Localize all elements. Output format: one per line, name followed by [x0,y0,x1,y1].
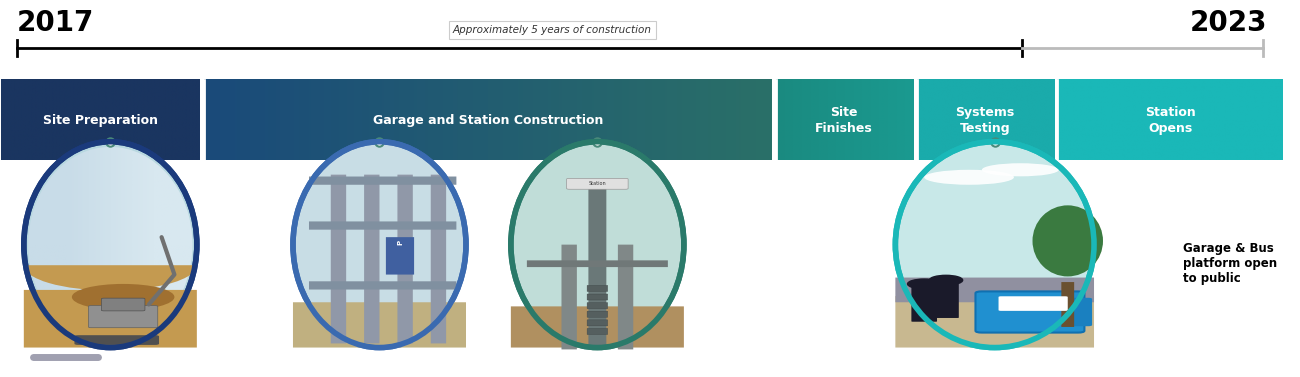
FancyBboxPatch shape [911,284,937,322]
FancyBboxPatch shape [588,294,607,300]
FancyBboxPatch shape [618,245,633,349]
Ellipse shape [29,147,192,342]
Text: 2023: 2023 [1191,9,1267,37]
FancyBboxPatch shape [896,296,1095,348]
Text: Systems
Testing: Systems Testing [956,106,1015,135]
Ellipse shape [511,142,684,348]
FancyBboxPatch shape [398,175,413,343]
FancyBboxPatch shape [975,291,1084,333]
FancyBboxPatch shape [88,306,157,328]
Ellipse shape [1032,205,1102,276]
FancyBboxPatch shape [1061,282,1074,327]
FancyBboxPatch shape [896,277,1095,302]
FancyBboxPatch shape [74,335,159,345]
FancyBboxPatch shape [588,311,607,317]
FancyBboxPatch shape [589,181,606,349]
FancyBboxPatch shape [933,280,959,318]
FancyBboxPatch shape [567,178,628,189]
Ellipse shape [292,142,465,348]
FancyBboxPatch shape [23,290,196,348]
Text: 2017: 2017 [17,9,94,37]
Text: Approximately 5 years of construction: Approximately 5 years of construction [452,25,653,35]
FancyBboxPatch shape [1071,298,1092,326]
FancyBboxPatch shape [309,221,456,230]
Text: Garage & Bus
platform open
to public: Garage & Bus platform open to public [1183,242,1277,285]
Wedge shape [23,265,196,290]
Text: Station
Opens: Station Opens [1145,106,1196,135]
FancyBboxPatch shape [430,175,446,343]
Circle shape [930,275,963,285]
FancyBboxPatch shape [309,176,456,185]
FancyBboxPatch shape [386,237,415,274]
FancyBboxPatch shape [511,307,684,348]
Ellipse shape [896,142,1095,348]
FancyBboxPatch shape [588,303,607,309]
Text: Garage and Station Construction: Garage and Station Construction [373,114,603,127]
FancyBboxPatch shape [998,296,1067,311]
Text: Site Preparation: Site Preparation [43,114,159,127]
FancyBboxPatch shape [588,285,607,291]
FancyBboxPatch shape [588,320,607,326]
FancyBboxPatch shape [526,261,668,267]
Text: Site
Finishes: Site Finishes [815,106,874,135]
FancyBboxPatch shape [292,302,465,348]
FancyBboxPatch shape [562,245,577,349]
FancyBboxPatch shape [364,175,380,343]
Text: P: P [396,240,403,245]
FancyBboxPatch shape [101,298,144,311]
Ellipse shape [72,284,174,310]
Ellipse shape [23,142,196,348]
Text: Station: Station [589,181,606,186]
Ellipse shape [924,170,1014,185]
FancyBboxPatch shape [588,328,607,334]
FancyBboxPatch shape [309,281,456,290]
Ellipse shape [982,163,1058,176]
FancyBboxPatch shape [330,175,346,343]
Circle shape [907,279,941,289]
